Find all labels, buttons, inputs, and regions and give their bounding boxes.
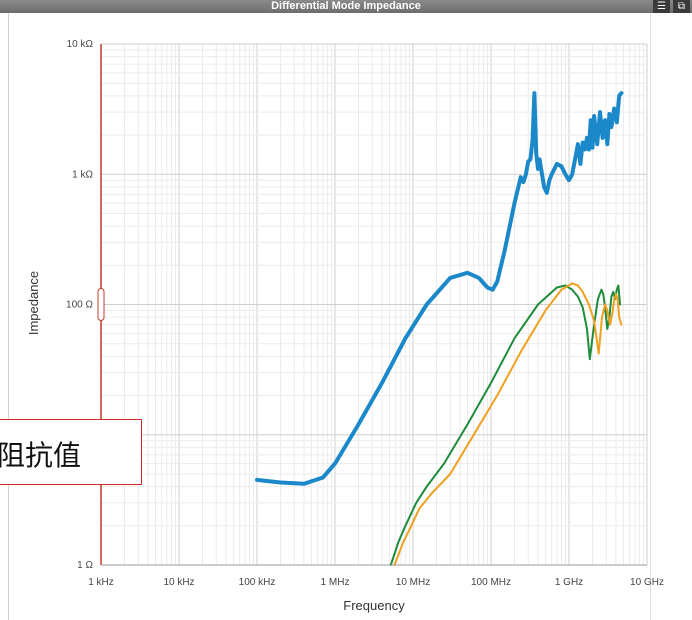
x-tick-label: 1 kHz: [88, 577, 114, 588]
x-tick-label: 10 MHz: [396, 577, 430, 588]
frame-left-border: [8, 13, 9, 620]
x-tick-label: 100 MHz: [471, 577, 511, 588]
expand-icon[interactable]: ⧉: [673, 0, 690, 13]
chart-title-bar: [0, 0, 692, 13]
tick-labels: 1 kHz 10 kHz 100 kHz 1 MHz 10 MHz 100 MHz 1 GH…: [66, 39, 664, 588]
x-tick-label: 10 GHz: [630, 577, 664, 588]
series-line-3: [393, 282, 623, 566]
chart-grid: [100, 43, 648, 566]
y-tick-label: 10 kΩ: [67, 39, 94, 50]
chart-title: Differential Mode Impedance: [271, 0, 421, 12]
callout-box: 阻抗值: [0, 419, 142, 485]
series-layer: [255, 91, 624, 566]
x-tick-label: 10 kHz: [163, 577, 194, 588]
hamburger-menu-icon[interactable]: ☰: [653, 0, 670, 13]
frame-right-border: [650, 13, 651, 620]
y-tick-label: 1 Ω: [77, 560, 93, 571]
x-axis-title: Frequency: [343, 598, 405, 613]
y-axis-handle: [97, 288, 105, 321]
x-tick-label: 1 GHz: [555, 577, 583, 588]
series-line-2: [389, 284, 621, 566]
y-tick-label: 100 Ω: [66, 300, 93, 311]
x-tick-label: 1 MHz: [321, 577, 350, 588]
y-axis-title: Impedance: [26, 271, 41, 335]
callout-text: 阻抗值: [0, 439, 82, 472]
y-tick-label: 1 kΩ: [72, 169, 93, 180]
series-line-1: [255, 91, 624, 486]
x-tick-label: 100 kHz: [239, 577, 276, 588]
